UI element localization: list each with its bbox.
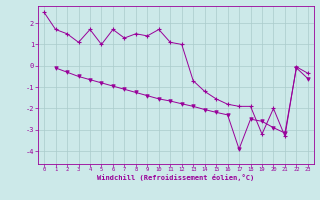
X-axis label: Windchill (Refroidissement éolien,°C): Windchill (Refroidissement éolien,°C) xyxy=(97,174,255,181)
